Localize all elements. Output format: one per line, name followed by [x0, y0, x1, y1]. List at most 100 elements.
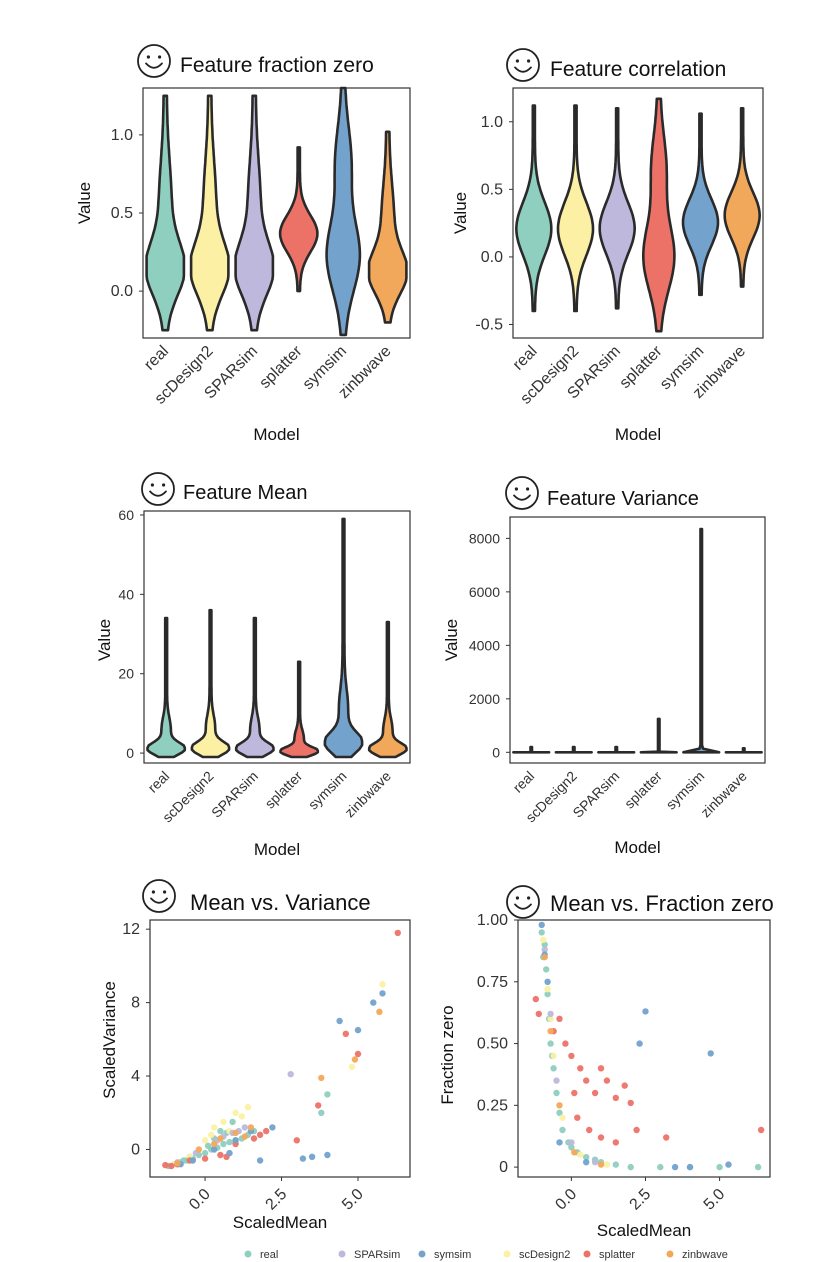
y-tick-label: 40: [118, 586, 134, 602]
plot-frame: [143, 510, 411, 764]
y-tick-label: 2000: [469, 691, 500, 707]
chart-panel-3: Feature Mean0204060ValueModelrealscDesig…: [95, 472, 411, 859]
smiley-mouth: [145, 62, 163, 69]
violin-real: [145, 94, 186, 332]
point-real: [543, 966, 550, 973]
point-splatter: [663, 1134, 670, 1141]
violin-real: [512, 745, 551, 754]
point-scDesign2: [577, 1151, 584, 1159]
y-axis-label: Value: [95, 619, 114, 661]
y-tick-label: 6000: [469, 584, 500, 600]
violin-zinbwave: [367, 130, 408, 324]
point-splatter: [217, 1151, 224, 1159]
x-tick-label: 5.0: [701, 1186, 729, 1214]
point-symsim: [299, 1155, 307, 1162]
y-tick-label: 0.50: [477, 1036, 508, 1053]
smiley-icon: [142, 879, 176, 913]
smiley-mouth: [149, 490, 167, 497]
point-symsim: [324, 1151, 331, 1159]
point-splatter: [633, 1126, 640, 1134]
legend-swatch-splatter: [583, 1250, 591, 1258]
y-tick-label: 0.75: [477, 974, 508, 991]
violin-symsim: [682, 527, 721, 754]
violin-symsim: [681, 112, 720, 297]
point-splatter: [583, 1077, 590, 1084]
smiley-eye-left: [515, 896, 520, 900]
y-tick-label: 0: [131, 1141, 140, 1158]
x-tick-label-real: real: [141, 343, 172, 374]
plot-frame: [149, 919, 411, 1178]
point-scDesign2: [603, 1161, 611, 1168]
smiley-eye-right: [163, 890, 167, 894]
point-real: [201, 1149, 209, 1157]
point-splatter: [612, 1094, 619, 1102]
point-scDesign2: [208, 1131, 215, 1139]
point-scDesign2: [540, 936, 547, 943]
point-zinbwave: [195, 1146, 203, 1153]
point-real: [324, 1091, 331, 1098]
point-symsim: [269, 1124, 276, 1131]
point-splatter: [568, 1052, 575, 1060]
point-symsim: [256, 1157, 264, 1164]
violin-SPARsim: [597, 745, 636, 754]
smiley-face: [506, 885, 540, 919]
violin-zinbwave: [724, 747, 763, 754]
violin-symsim: [323, 517, 364, 759]
smiley-mouth: [514, 903, 532, 910]
point-scDesign2: [211, 1124, 218, 1131]
point-symsim: [642, 1008, 649, 1015]
point-splatter: [571, 1089, 578, 1097]
plot-frame: [142, 87, 411, 339]
point-scDesign2: [547, 1015, 554, 1022]
legend-label-symsim: symsim: [434, 1249, 471, 1261]
x-tick-label: 0.0: [552, 1186, 580, 1214]
point-symsim: [707, 1050, 714, 1057]
x-tick-label-real: real: [144, 768, 172, 796]
point-real: [204, 1142, 212, 1150]
point-symsim: [725, 1161, 732, 1168]
smiley-face: [506, 48, 540, 82]
x-tick-label: 2.5: [263, 1186, 291, 1214]
y-tick-label: 1.00: [477, 912, 508, 929]
chart-panel-1: Feature fraction zero 0.0 0.5 1.0 Value Model…: [75, 44, 411, 444]
chart-title: Feature Variance: [547, 488, 699, 510]
legend-label-SPARsim: SPARsim: [354, 1249, 400, 1261]
point-zinbwave: [351, 1056, 359, 1063]
violin-real: [515, 104, 553, 313]
point-scDesign2: [559, 1114, 566, 1121]
point-scDesign2: [238, 1113, 245, 1120]
point-zinbwave: [597, 1161, 605, 1168]
violin-splatter: [642, 97, 676, 333]
point-splatter: [394, 929, 401, 937]
smiley-eye-left: [146, 55, 150, 59]
smiley-icon: [506, 885, 540, 919]
point-SPARsim: [547, 1010, 554, 1018]
point-real: [556, 1109, 563, 1117]
violin-scDesign2: [190, 608, 231, 759]
x-tick-label: 5.0: [339, 1186, 367, 1214]
y-axis-label: Fraction zero: [438, 1005, 457, 1104]
smiley-eye-left: [150, 483, 154, 487]
y-tick-label: -0.5: [475, 316, 503, 333]
point-zinbwave: [547, 1028, 554, 1035]
violin-scDesign2: [189, 94, 230, 332]
point-real: [553, 1089, 560, 1097]
y-tick-label: 0.5: [111, 205, 133, 222]
point-scDesign2: [348, 1063, 356, 1071]
point-splatter: [162, 1161, 169, 1169]
point-SPARsim: [541, 946, 548, 953]
x-tick-label-real: real: [510, 343, 541, 374]
smiley-face: [141, 472, 175, 506]
smiley-icon: [506, 48, 540, 82]
point-SPARsim: [241, 1124, 248, 1131]
point-splatter: [354, 1050, 362, 1058]
point-splatter: [586, 1126, 593, 1134]
smiley-face: [505, 476, 539, 510]
point-symsim: [556, 1139, 563, 1146]
y-tick-label: 20: [118, 666, 134, 682]
legend-swatch-zinbwave: [666, 1250, 674, 1258]
point-real: [229, 1118, 236, 1126]
point-symsim: [232, 1137, 239, 1144]
violin-real: [146, 616, 187, 759]
y-tick-label: 4: [131, 1068, 140, 1085]
